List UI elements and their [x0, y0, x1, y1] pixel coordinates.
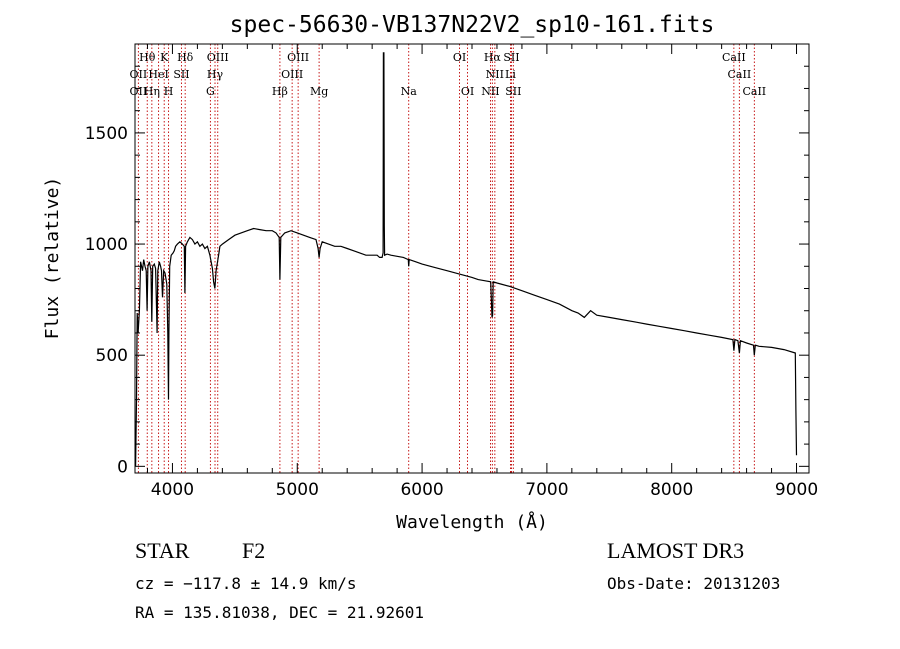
spectral-line-markers	[137, 44, 755, 473]
axes: 4000 5000 6000 7000 8000 9000 0 500 1000 1500	[85, 43, 818, 500]
line-label-12: Hγ	[207, 68, 224, 81]
line-label-27: CaII	[742, 85, 766, 98]
chart-title: spec-56630-VB137N22V2_sp10-161.fits	[230, 12, 715, 38]
line-label-26: SII	[505, 85, 521, 98]
line-label-21: Hβ	[272, 85, 288, 98]
line-label-6: Hα	[484, 51, 502, 64]
line-label-16: CaII	[728, 68, 752, 81]
line-label-18: Hη	[144, 85, 160, 98]
x-tick-label-4: 8000	[650, 480, 693, 500]
line-label-14: NII	[486, 68, 504, 81]
obs-date: Obs-Date: 20131203	[607, 574, 781, 593]
y-tick-label-1: 500	[96, 346, 128, 366]
x-tick-label-1: 5000	[276, 480, 319, 500]
line-label-22: Mg	[310, 85, 328, 98]
line-label-7: SII	[503, 51, 519, 64]
x-tick-label-0: 4000	[151, 480, 194, 500]
x-axis-label: Wavelength (Å)	[396, 511, 548, 533]
survey-name: LAMOST DR3	[607, 538, 745, 563]
line-label-19: H	[164, 85, 174, 98]
line-label-2: Hδ	[177, 51, 194, 64]
line-label-15: Li	[505, 68, 516, 81]
y-tick-label-3: 1500	[85, 124, 128, 144]
line-label-24: OI	[461, 85, 474, 98]
line-label-17: OII	[130, 85, 148, 98]
line-label-9: OII	[130, 68, 148, 81]
line-label-1: K	[160, 51, 169, 64]
redshift-cz: cz = −117.8 ± 14.9 km/s	[135, 574, 357, 593]
line-label-4: OIII	[287, 51, 309, 64]
line-label-25: NII	[481, 85, 499, 98]
spectrum-line-0	[135, 52, 798, 467]
plot-frame	[134, 43, 810, 474]
line-label-11: SII	[173, 68, 189, 81]
subclass: F2	[242, 538, 266, 563]
x-tick-label-3: 7000	[525, 480, 568, 500]
line-label-8: CaII	[722, 51, 746, 64]
x-tick-label-2: 6000	[400, 480, 443, 500]
line-label-3: OIII	[207, 51, 229, 64]
line-label-5: OI	[453, 51, 466, 64]
line-label-13: OIII	[281, 68, 303, 81]
coordinates: RA = 135.81038, DEC = 21.92601	[135, 603, 424, 622]
y-tick-label-0: 0	[117, 457, 128, 477]
line-label-0: Hθ	[139, 51, 156, 64]
y-tick-label-2: 1000	[85, 235, 128, 255]
object-class: STAR	[135, 538, 190, 563]
line-label-20: G	[206, 85, 215, 98]
spectrum-series	[135, 52, 798, 467]
y-axis-label: Flux (relative)	[42, 177, 63, 340]
x-tick-label-5: 9000	[775, 480, 818, 500]
line-label-10: HeI	[148, 68, 168, 81]
line-label-23: Na	[401, 85, 418, 98]
